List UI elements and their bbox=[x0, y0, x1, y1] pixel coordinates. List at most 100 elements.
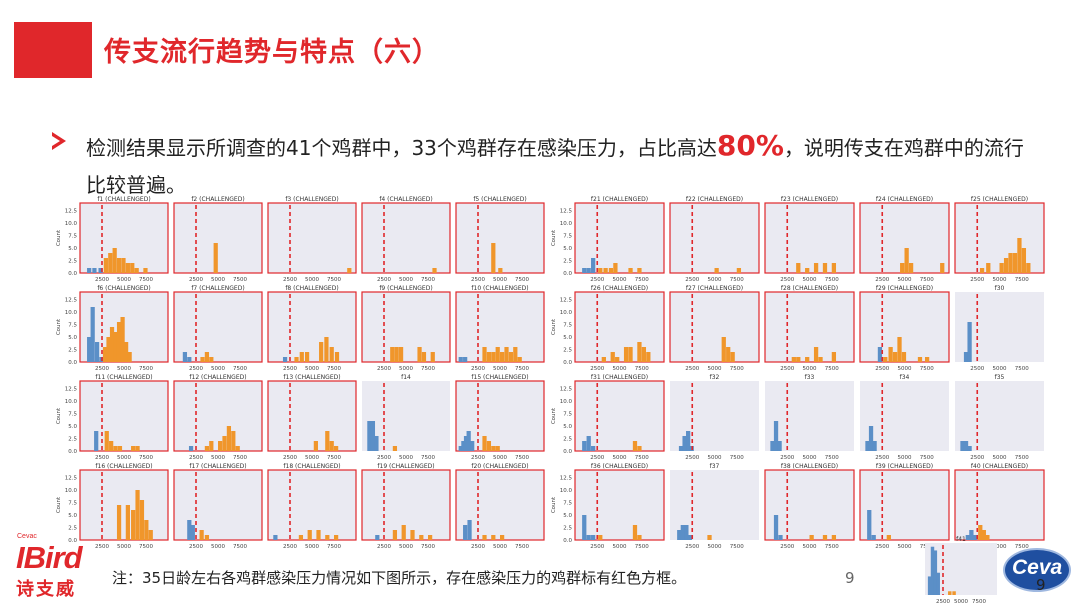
x-tick-label: 2500 bbox=[875, 544, 889, 550]
histogram-bar-orange bbox=[609, 268, 613, 273]
histogram-bar-orange bbox=[940, 263, 944, 273]
histogram-bar-orange bbox=[496, 347, 500, 362]
x-tick-label: 5000 bbox=[399, 455, 413, 461]
panel-frame bbox=[670, 203, 759, 273]
panel-title: f10 (CHALLENGED) bbox=[471, 285, 528, 292]
histogram-bar-orange bbox=[1026, 263, 1030, 273]
y-tick-label: 12.5 bbox=[65, 476, 78, 482]
histogram-bar-orange bbox=[395, 347, 399, 362]
x-tick-label: 2500 bbox=[590, 277, 604, 283]
x-tick-label: 7500 bbox=[825, 544, 839, 550]
histogram-bar-orange bbox=[900, 263, 904, 273]
panel-frame bbox=[860, 381, 949, 451]
histogram-bar-orange bbox=[330, 441, 334, 451]
panel-frame bbox=[268, 470, 356, 540]
histogram-bar-orange bbox=[985, 535, 989, 540]
panel-title: f40 (CHALLENGED) bbox=[971, 463, 1028, 470]
x-tick-label: 7500 bbox=[515, 544, 529, 550]
x-tick-label: 2500 bbox=[95, 455, 109, 461]
histogram-panel-8: f8 (CHALLENGED)2500 5000 7500 bbox=[268, 285, 356, 372]
y-axis-label: Count bbox=[551, 496, 557, 513]
x-tick-label: 7500 bbox=[139, 544, 153, 550]
histogram-bar-orange bbox=[883, 357, 887, 362]
y-tick-label: 2.5 bbox=[68, 437, 77, 443]
histogram-bar-blue bbox=[94, 431, 98, 451]
y-tick-label: 5.0 bbox=[563, 513, 572, 519]
panel-title: f41 bbox=[956, 536, 966, 543]
histogram-bar-blue bbox=[187, 357, 191, 362]
x-tick-label: 7500 bbox=[421, 455, 435, 461]
histogram-bar-blue bbox=[467, 520, 471, 540]
panel-frame bbox=[362, 203, 450, 273]
x-tick-label: 5000 bbox=[211, 277, 225, 283]
y-tick-label: 5.0 bbox=[563, 424, 572, 430]
histogram-bar-blue bbox=[778, 535, 782, 540]
histogram-bar-orange bbox=[715, 268, 719, 273]
histogram-bar-blue bbox=[582, 268, 586, 273]
y-tick-label: 2.5 bbox=[68, 348, 77, 354]
histogram-bar-orange bbox=[491, 352, 495, 362]
histogram-bar-orange bbox=[149, 530, 153, 540]
x-tick-label: 2500 bbox=[970, 366, 984, 372]
y-tick-label: 10.0 bbox=[65, 310, 78, 316]
histogram-panel-40: f40 (CHALLENGED)250050007500 bbox=[955, 463, 1044, 550]
y-tick-label: 2.5 bbox=[563, 259, 572, 265]
histogram-panel-37: f372500 5000 7500 bbox=[670, 463, 759, 550]
panel-title: f32 bbox=[710, 374, 720, 381]
x-tick-label: 2500 bbox=[590, 455, 604, 461]
histogram-bar-blue bbox=[587, 436, 591, 451]
y-tick-label: 0.0 bbox=[68, 449, 77, 455]
x-tick-label: 5000 bbox=[898, 277, 912, 283]
x-tick-label: 2500 bbox=[189, 544, 203, 550]
histogram-bar-orange bbox=[143, 268, 147, 273]
y-axis-label: Count bbox=[56, 496, 62, 513]
x-tick-label: 5000 bbox=[117, 544, 131, 550]
histogram-bar-orange bbox=[613, 263, 617, 273]
x-tick-label: 2500 bbox=[283, 277, 297, 283]
x-tick-label: 2500 bbox=[970, 455, 984, 461]
logo-big-text: IBird bbox=[16, 540, 82, 576]
histogram-bar-orange bbox=[823, 263, 827, 273]
histogram-panel-6: f6 (CHALLENGED)0.02.55.07.510.012.5Count… bbox=[56, 285, 168, 372]
histogram-bar-blue bbox=[591, 446, 595, 451]
histogram-bar-blue bbox=[374, 436, 378, 451]
histogram-bar-orange bbox=[487, 441, 491, 451]
x-tick-label: 2500 bbox=[590, 366, 604, 372]
x-tick-label: 2500 bbox=[283, 455, 297, 461]
panel-title: f39 (CHALLENGED) bbox=[876, 463, 933, 470]
histogram-bar-orange bbox=[334, 535, 338, 540]
x-tick-label: 5000 bbox=[613, 277, 627, 283]
histogram-bar-orange bbox=[108, 253, 112, 273]
x-tick-label: 7500 bbox=[825, 277, 839, 283]
x-tick-label: 2500 bbox=[95, 277, 109, 283]
histogram-panel-2: f2 (CHALLENGED)2500 5000 7500 bbox=[174, 196, 262, 283]
histogram-panel-4: f4 (CHALLENGED)2500 5000 7500 bbox=[362, 196, 450, 283]
histogram-bar-orange bbox=[135, 446, 139, 451]
histogram-bar-orange bbox=[140, 500, 144, 540]
panel-frame bbox=[362, 470, 450, 540]
panel-frame bbox=[765, 470, 854, 540]
histogram-panel-20: f20 (CHALLENGED) 2500 5000 7500 bbox=[456, 463, 544, 550]
histogram-bar-blue bbox=[375, 535, 379, 540]
x-tick-label: 2500 bbox=[189, 366, 203, 372]
histogram-bar-orange bbox=[200, 530, 204, 540]
x-tick-label: 7500 bbox=[139, 455, 153, 461]
histogram-bar-orange bbox=[598, 535, 602, 540]
histogram-bar-blue bbox=[867, 510, 871, 540]
histogram-bar-orange bbox=[1017, 238, 1021, 273]
histogram-bar-blue bbox=[463, 525, 467, 540]
y-tick-label: 12.5 bbox=[65, 387, 78, 393]
histogram-bar-orange bbox=[135, 268, 139, 273]
histogram-bar-orange bbox=[200, 357, 204, 362]
histogram-panel-25: f25 (CHALLENGED)2500 5000 7500 bbox=[955, 196, 1044, 283]
logo-cn-text: 诗支威 bbox=[16, 575, 76, 601]
x-tick-label: 5000 bbox=[211, 455, 225, 461]
histogram-bar-orange bbox=[832, 352, 836, 362]
histogram-bar-orange bbox=[637, 446, 641, 451]
histogram-bar-orange bbox=[1000, 263, 1004, 273]
x-tick-label: 7500 bbox=[1015, 366, 1029, 372]
histogram-panel-29: f29 (CHALLENGED)2500 5000 7500 bbox=[860, 285, 949, 372]
panel-title: f22 (CHALLENGED) bbox=[686, 196, 743, 203]
histogram-bar-orange bbox=[428, 535, 432, 540]
